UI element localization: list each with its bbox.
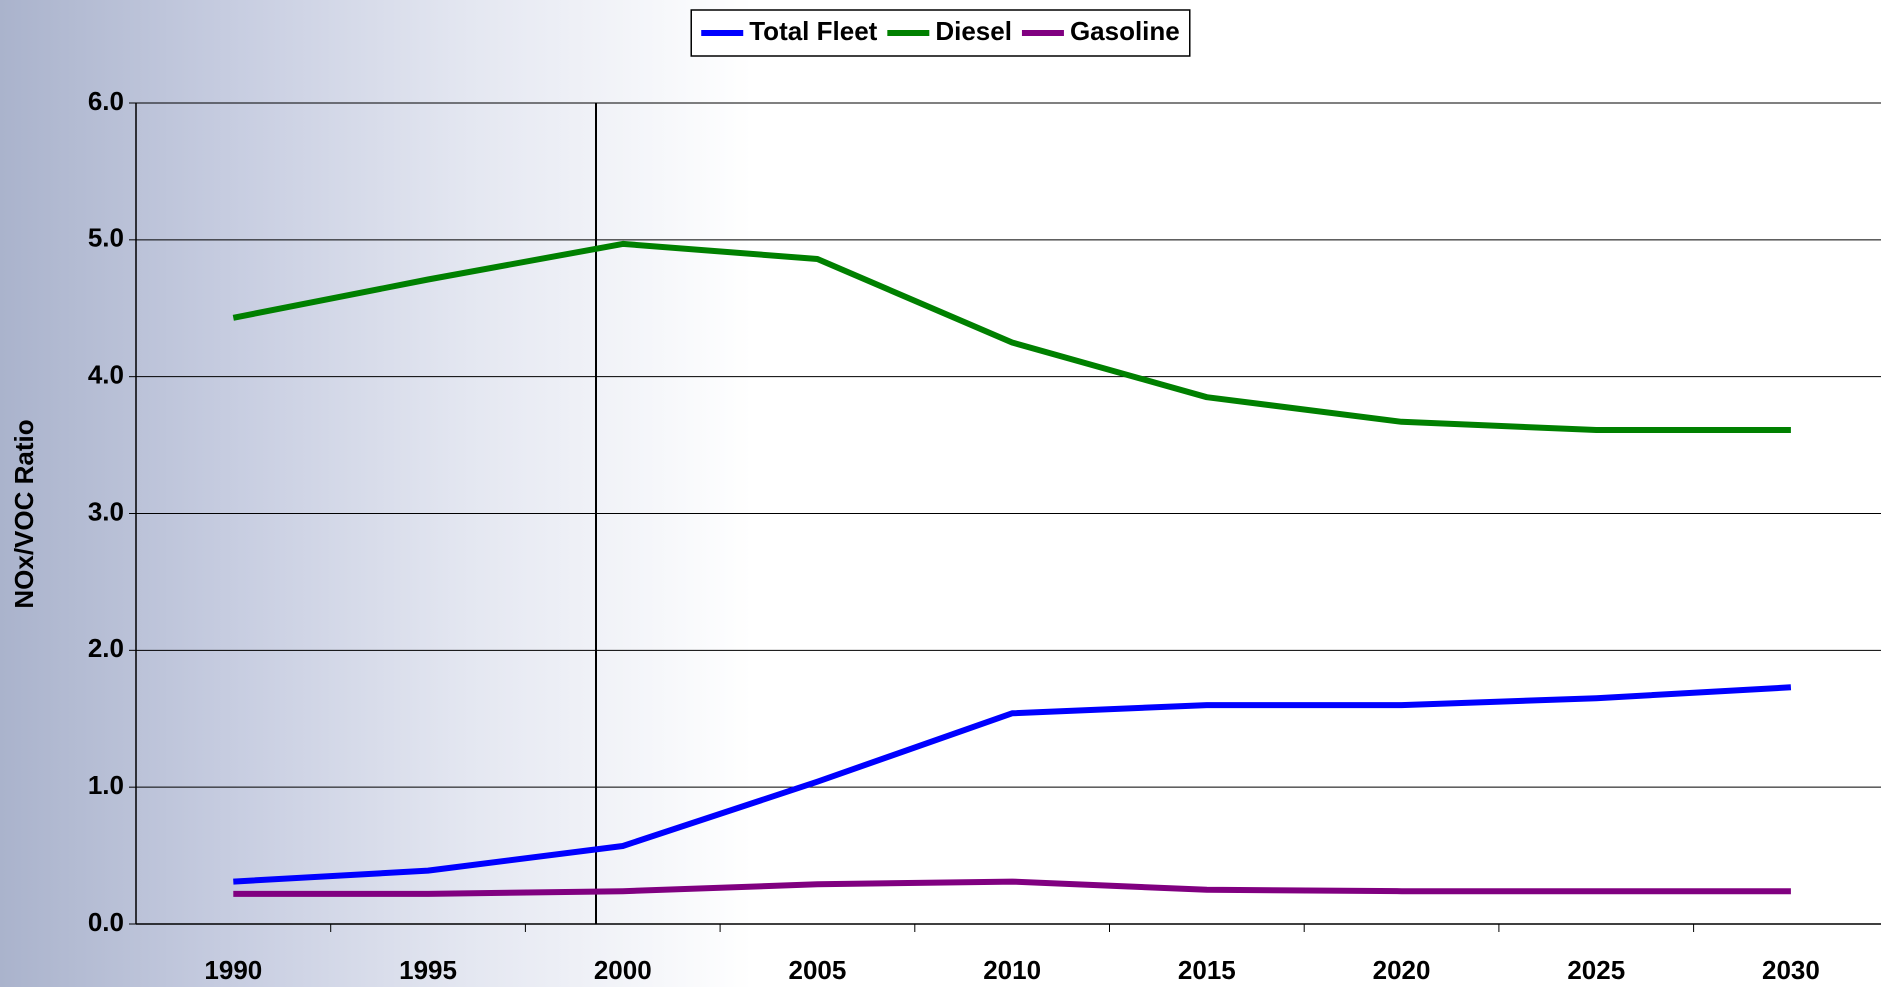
x-tick-label: 2010 bbox=[983, 955, 1041, 985]
legend-label: Gasoline bbox=[1070, 16, 1180, 46]
y-tick-label: 3.0 bbox=[88, 496, 124, 526]
chart: NOx/VOC Ratio 0.0 1.0 2.0 3.0 4.0 5.0 6.0 1990 1… bbox=[0, 0, 1881, 987]
x-tick-label: 2005 bbox=[789, 955, 847, 985]
legend-label: Diesel bbox=[935, 16, 1012, 46]
series-line bbox=[233, 687, 1791, 881]
page: NOx/VOC Ratio 0.0 1.0 2.0 3.0 4.0 5.0 6.0 1990 1… bbox=[0, 0, 1881, 987]
y-tick-label: 2.0 bbox=[88, 633, 124, 663]
x-tick-label: 2015 bbox=[1178, 955, 1236, 985]
y-tick-label: 0.0 bbox=[88, 907, 124, 937]
series-line bbox=[233, 882, 1791, 894]
y-tick-label: 4.0 bbox=[88, 360, 124, 390]
x-tick-label: 2020 bbox=[1373, 955, 1431, 985]
x-tick-label: 1990 bbox=[204, 955, 262, 985]
series-line bbox=[233, 244, 1791, 430]
x-tick-label: 1995 bbox=[399, 955, 457, 985]
x-tick-label: 2025 bbox=[1567, 955, 1625, 985]
x-tick-label: 2000 bbox=[594, 955, 652, 985]
legend-label: Total Fleet bbox=[749, 16, 877, 46]
y-tick-label: 6.0 bbox=[88, 86, 124, 116]
y-tick-label: 5.0 bbox=[88, 223, 124, 253]
x-tick-label: 2030 bbox=[1762, 955, 1820, 985]
y-axis-label: NOx/VOC Ratio bbox=[9, 419, 39, 608]
y-tick-label: 1.0 bbox=[88, 770, 124, 800]
